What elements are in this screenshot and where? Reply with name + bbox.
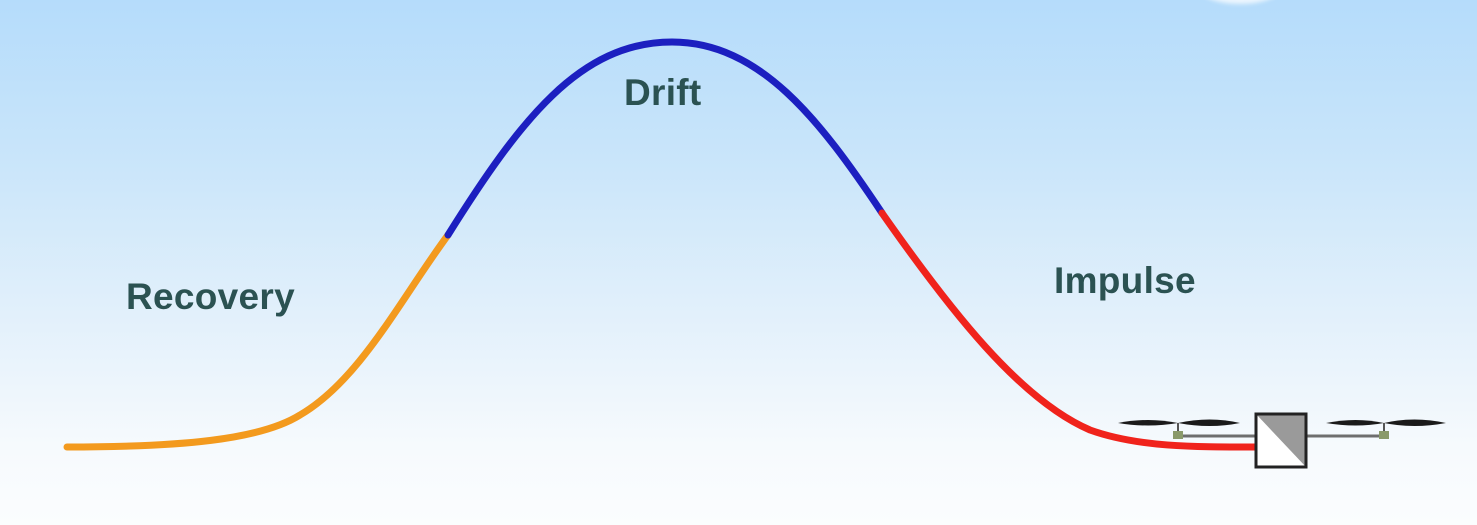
- drift-label: Drift: [624, 72, 702, 113]
- impulse-curve-segment: [878, 209, 1266, 451]
- recovery-curve-segment: [63, 231, 452, 451]
- recovery-label: Recovery: [126, 276, 296, 317]
- drift-curve-segment: [444, 38, 886, 239]
- sprinkler-head-icon: [1118, 412, 1446, 469]
- sky-glow: [1195, 0, 1285, 4]
- impulse-label: Impulse: [1054, 260, 1196, 301]
